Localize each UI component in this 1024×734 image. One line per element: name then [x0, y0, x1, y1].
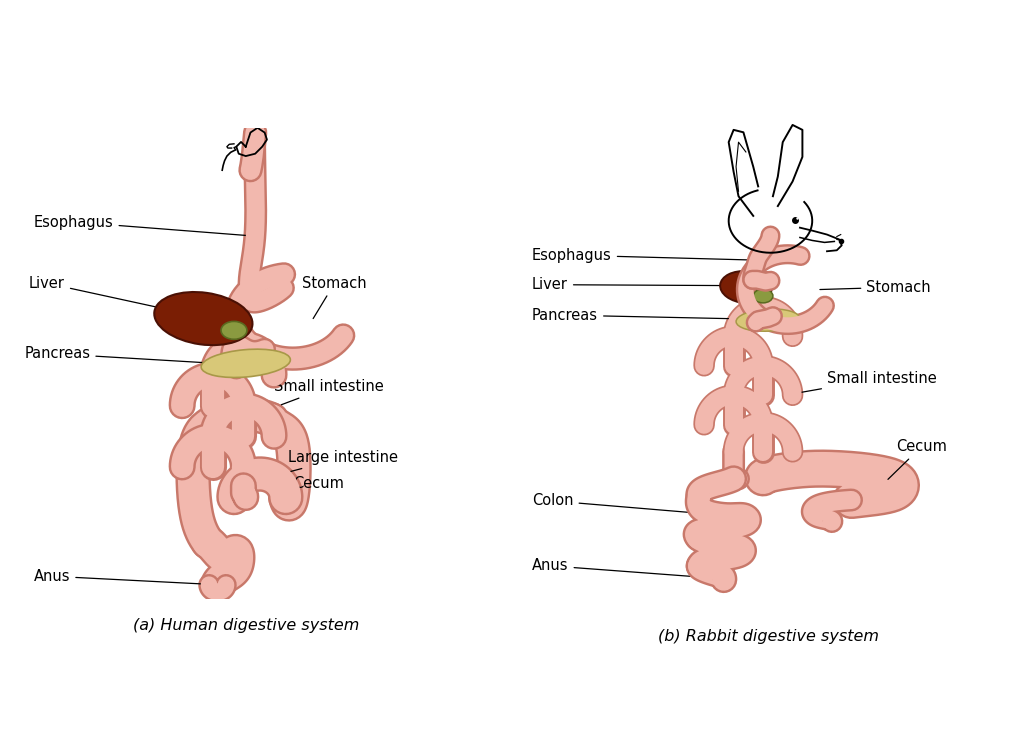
Text: Stomach: Stomach: [302, 276, 367, 319]
Text: Liver: Liver: [29, 276, 196, 316]
Text: Small intestine: Small intestine: [274, 379, 384, 404]
Text: Cecum: Cecum: [888, 440, 946, 479]
Ellipse shape: [754, 289, 773, 303]
Ellipse shape: [720, 271, 772, 303]
Text: Stomach: Stomach: [820, 280, 931, 294]
Text: Large intestine: Large intestine: [284, 450, 398, 473]
Text: Small intestine: Small intestine: [801, 371, 937, 393]
Ellipse shape: [736, 309, 800, 331]
Ellipse shape: [221, 321, 247, 339]
Text: Colon: Colon: [532, 493, 726, 515]
Text: Esophagus: Esophagus: [532, 247, 753, 263]
Text: Anus: Anus: [34, 569, 215, 584]
Text: Liver: Liver: [532, 277, 743, 292]
Text: Cecum: Cecum: [282, 476, 344, 497]
Text: Pancreas: Pancreas: [25, 346, 228, 364]
Text: (b) Rabbit digestive system: (b) Rabbit digestive system: [657, 629, 879, 644]
Text: (a) Human digestive system: (a) Human digestive system: [132, 618, 359, 633]
Ellipse shape: [155, 292, 253, 345]
Text: Anus: Anus: [532, 559, 719, 578]
Ellipse shape: [201, 349, 291, 377]
Text: Pancreas: Pancreas: [532, 308, 748, 323]
Text: Esophagus: Esophagus: [34, 214, 252, 236]
